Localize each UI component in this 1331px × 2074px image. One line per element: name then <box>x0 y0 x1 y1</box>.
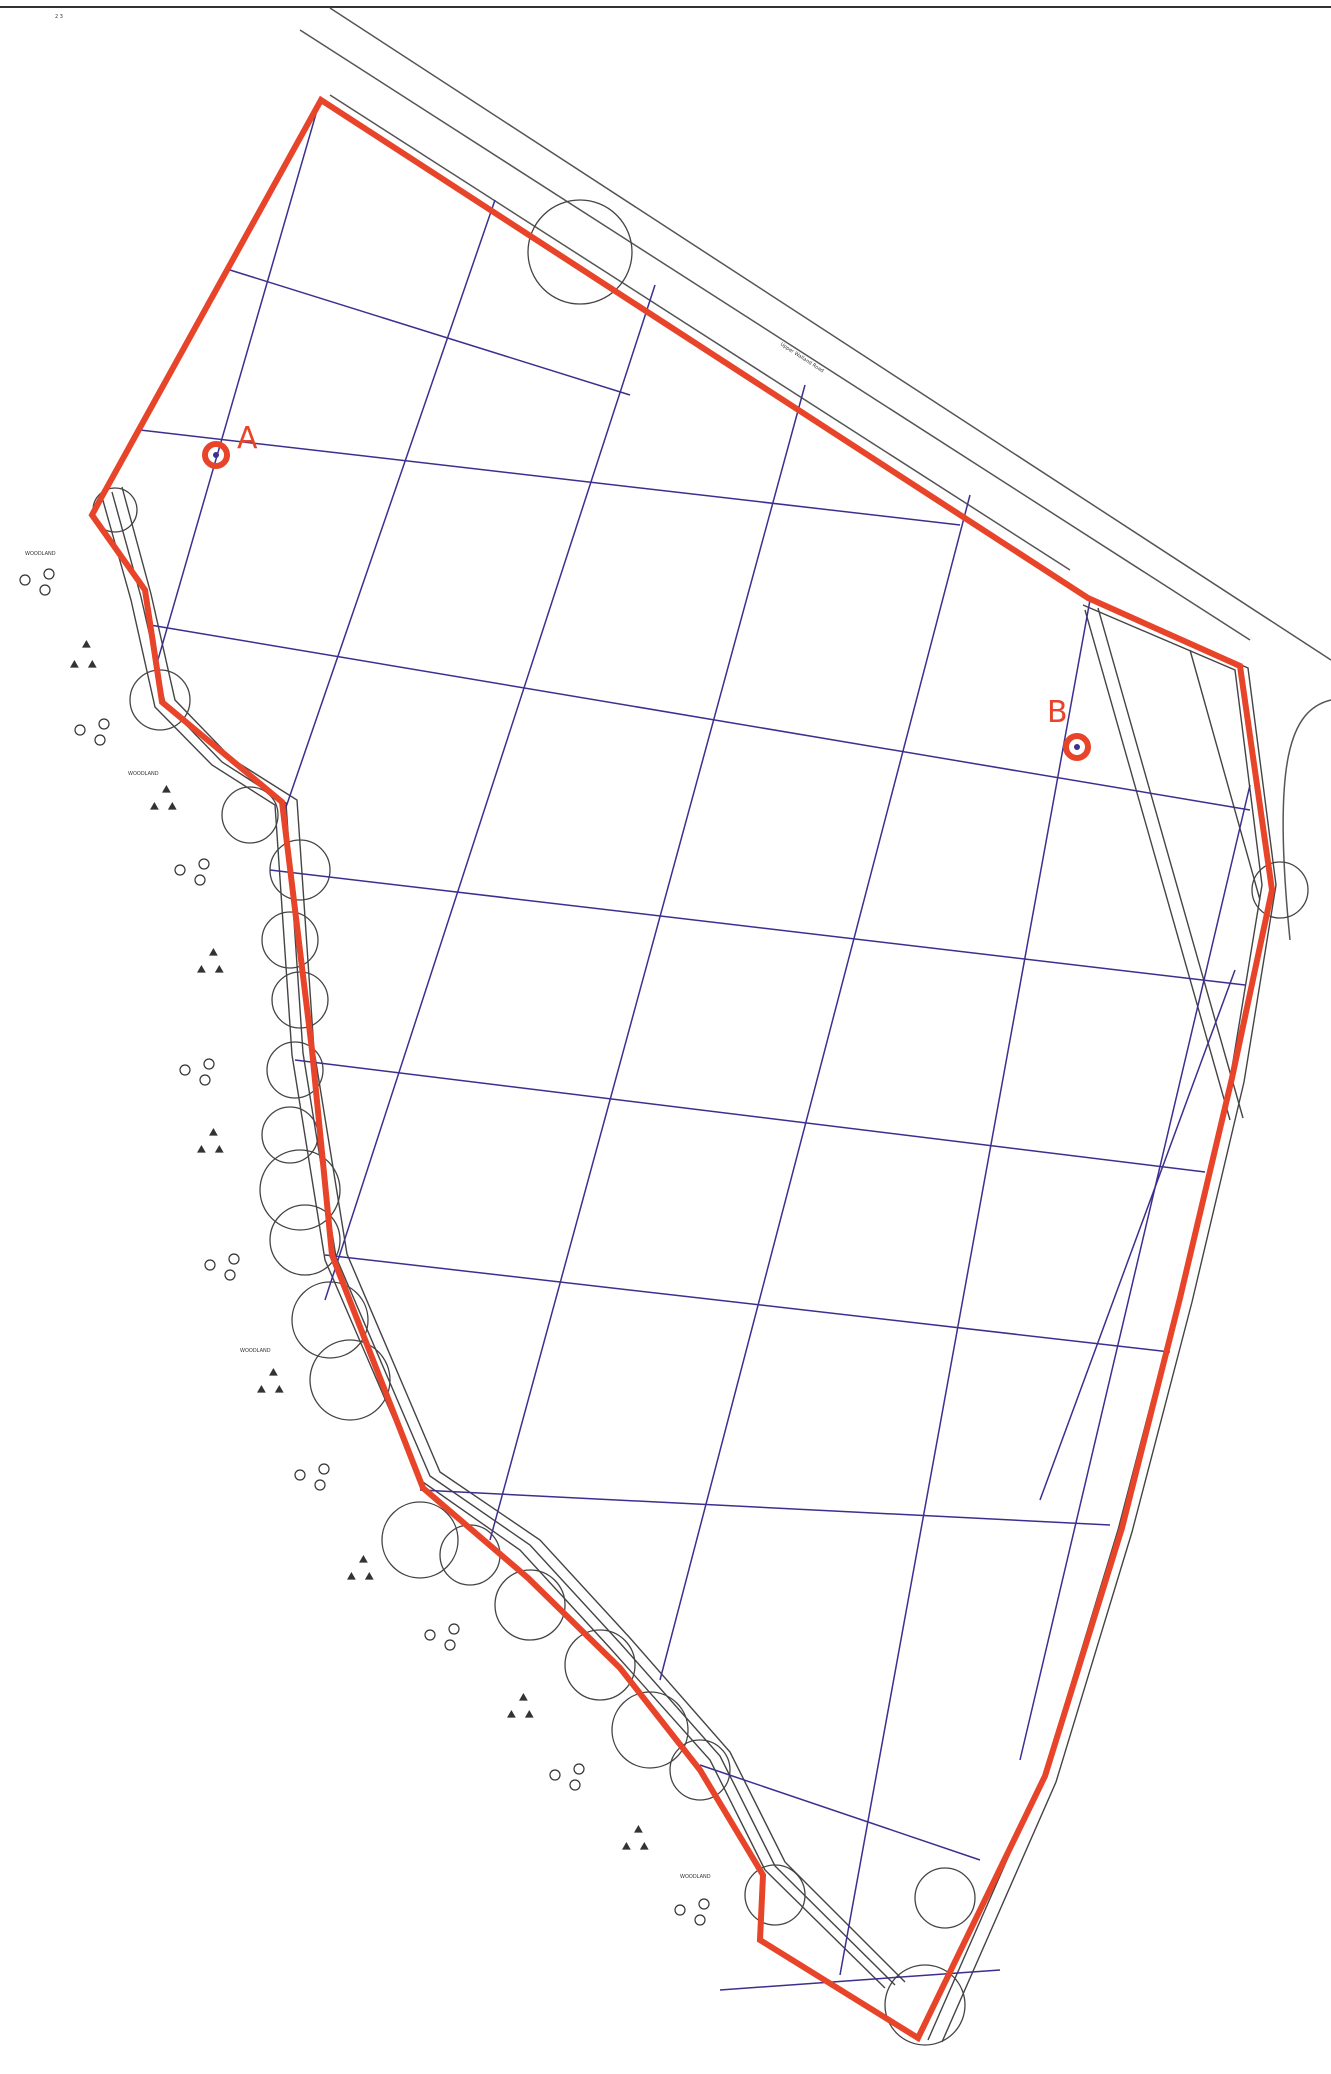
svg-text:⯅: ⯅ <box>207 943 220 962</box>
svg-text:⯅: ⯅ <box>357 1550 370 1569</box>
control-point-icon <box>202 441 230 469</box>
east-access-curve <box>1282 699 1331 941</box>
control-point-icon <box>1063 733 1091 761</box>
svg-text:⯅: ⯅ <box>267 1363 280 1382</box>
svg-text:2 3: 2 3 <box>55 14 63 20</box>
svg-text:⯅ ⯅: ⯅ ⯅ <box>345 1567 376 1586</box>
control-point-b[interactable]: B <box>1047 695 1091 761</box>
svg-text:WOODLAND: WOODLAND <box>25 551 56 557</box>
svg-text:⯅: ⯅ <box>207 1123 220 1142</box>
svg-text:⯅ ⯅: ⯅ ⯅ <box>195 1140 226 1159</box>
svg-text:⯅: ⯅ <box>160 780 173 799</box>
survey-grid <box>139 99 1251 1991</box>
svg-text:WOODLAND: WOODLAND <box>240 1348 271 1354</box>
road-edges <box>299 7 1331 661</box>
control-point-b-label: B <box>1047 695 1068 730</box>
svg-text:⯅: ⯅ <box>632 1820 645 1839</box>
svg-text:⯅ ⯅: ⯅ ⯅ <box>68 655 99 674</box>
svg-text:⯅ ⯅: ⯅ ⯅ <box>620 1837 651 1856</box>
svg-text:WOODLAND: WOODLAND <box>680 1874 711 1880</box>
svg-text:WOODLAND: WOODLAND <box>128 771 159 777</box>
svg-text:⯅: ⯅ <box>80 635 93 654</box>
svg-text:⯅ ⯅: ⯅ ⯅ <box>505 1705 536 1724</box>
conifer-symbols: ⯅ ⯅⯅ ⯅ ⯅⯅ ⯅ ⯅⯅ ⯅ ⯅⯅ ⯅ ⯅⯅ ⯅ ⯅⯅ ⯅ ⯅⯅ ⯅ ⯅⯅ <box>68 635 651 1856</box>
woodland-symbols <box>19 568 710 1926</box>
svg-text:⯅ ⯅: ⯅ ⯅ <box>148 797 179 816</box>
svg-text:⯅: ⯅ <box>517 1688 530 1707</box>
control-point-a[interactable]: A <box>202 421 258 469</box>
woodland-labels: WOODLAND WOODLAND WOODLAND WOODLAND <box>25 551 711 1880</box>
site-boundary <box>88 95 1276 2043</box>
svg-text:⯅ ⯅: ⯅ ⯅ <box>255 1380 286 1399</box>
control-point-a-label: A <box>237 421 258 456</box>
svg-text:⯅ ⯅: ⯅ ⯅ <box>195 960 226 979</box>
